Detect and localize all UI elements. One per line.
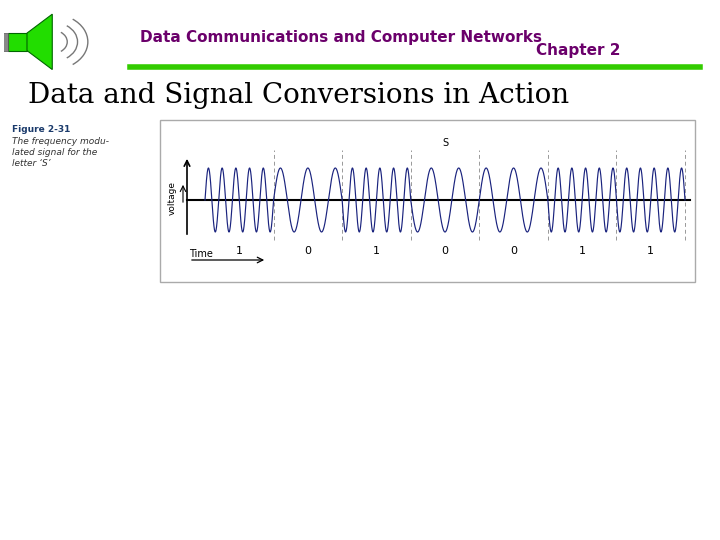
Text: voltage: voltage: [168, 181, 177, 215]
Text: Chapter 2: Chapter 2: [536, 43, 620, 58]
Polygon shape: [1, 33, 9, 51]
Text: letter ‘S’: letter ‘S’: [12, 159, 50, 168]
Text: The frequency modu-: The frequency modu-: [12, 137, 109, 146]
Text: 1: 1: [579, 246, 585, 256]
Text: 0: 0: [441, 246, 449, 256]
Text: S: S: [442, 138, 448, 148]
Text: 1: 1: [373, 246, 380, 256]
Polygon shape: [27, 14, 53, 70]
Text: Data Communications and Computer Networks: Data Communications and Computer Network…: [140, 30, 542, 45]
Text: 0: 0: [305, 246, 311, 256]
Text: Time: Time: [189, 249, 213, 259]
Text: 0: 0: [510, 246, 517, 256]
Text: Figure 2-31: Figure 2-31: [12, 125, 71, 134]
Text: Data and Signal Conversions in Action: Data and Signal Conversions in Action: [28, 82, 569, 109]
Polygon shape: [9, 33, 27, 51]
Text: lated signal for the: lated signal for the: [12, 148, 97, 157]
FancyBboxPatch shape: [160, 120, 695, 282]
Text: 1: 1: [235, 246, 243, 256]
Text: 1: 1: [647, 246, 654, 256]
